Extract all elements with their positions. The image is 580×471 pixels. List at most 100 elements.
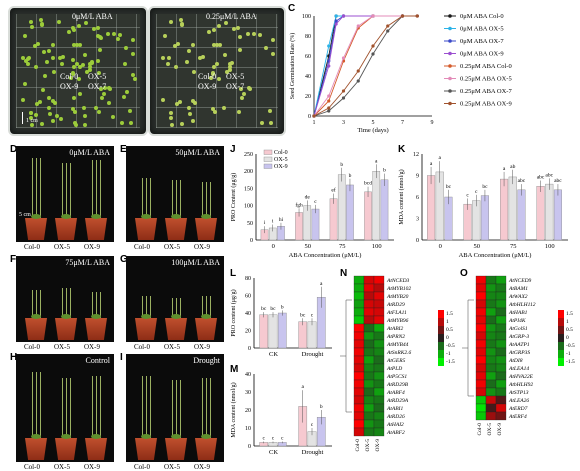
seedling xyxy=(106,31,111,36)
plant-rosette xyxy=(31,314,41,319)
significance-letter: bc xyxy=(482,184,488,190)
significance-letter: bc xyxy=(300,312,306,318)
seedling xyxy=(39,18,44,23)
seedling xyxy=(206,29,211,34)
seedling xyxy=(102,91,107,96)
plant-stem xyxy=(210,378,211,438)
heatmap-cell xyxy=(373,395,385,405)
data-point xyxy=(341,56,346,60)
photo-title: 75μM/L ABA xyxy=(65,258,110,267)
plant-rosette xyxy=(171,214,181,219)
bar xyxy=(380,179,389,241)
heatmap-row-label: AtHVA22E xyxy=(508,374,534,380)
y-tick-label: 12 xyxy=(413,152,419,158)
legend-tick-label: 0.5 xyxy=(446,327,453,333)
significance-letter: c xyxy=(466,192,469,198)
heatmap-cell xyxy=(485,291,497,301)
seedling xyxy=(173,43,178,48)
heatmap-cell xyxy=(353,347,365,357)
plant-pot xyxy=(55,438,77,460)
seedling xyxy=(229,60,234,65)
legend-marker xyxy=(448,89,452,93)
heatmap-cell xyxy=(373,291,385,301)
plant-stem xyxy=(70,378,71,438)
seedling xyxy=(96,110,101,115)
bar xyxy=(427,175,436,241)
x-tick-label: 50 xyxy=(474,243,481,250)
heatmap-cell xyxy=(485,331,497,341)
seedling xyxy=(132,76,137,81)
data-point xyxy=(327,64,331,68)
heatmap-cell xyxy=(495,307,507,317)
photo-title: Drought xyxy=(193,356,220,365)
heatmap-cell xyxy=(363,291,375,301)
heatmap-row-label: AtMYB102 xyxy=(386,286,411,292)
seedling xyxy=(179,18,184,23)
seedling xyxy=(125,89,130,94)
heatmap-row-label: AtPI4K xyxy=(508,317,526,324)
significance-letter: c xyxy=(311,312,314,318)
seedling xyxy=(177,99,182,104)
heatmap-cell xyxy=(475,331,487,341)
y-tick-label: 50 xyxy=(247,221,253,227)
x-tick-label: 0 xyxy=(272,243,275,250)
y-axis-label: PRO Content (μg/g) xyxy=(230,173,237,222)
seedling xyxy=(98,35,103,40)
seedling xyxy=(232,27,237,32)
heatmap-cell xyxy=(495,379,507,389)
plant-pot xyxy=(195,218,217,240)
y-tick-label: 0 xyxy=(248,346,251,352)
seedling xyxy=(179,21,184,26)
significance-letter: c xyxy=(281,436,284,442)
plant-stem xyxy=(206,182,207,218)
x-tick-label: CK xyxy=(269,351,278,358)
bar xyxy=(500,178,509,241)
significance-letter: abc xyxy=(518,178,526,184)
y-tick-label: 40 xyxy=(245,372,251,378)
petri-dish-plate-b xyxy=(148,6,286,136)
seedling xyxy=(251,32,256,37)
y-axis-label: MDA content (nmol/g) xyxy=(230,382,237,437)
heatmap-cell xyxy=(363,331,375,341)
legend-color-step xyxy=(558,342,564,350)
seedling xyxy=(111,114,116,119)
seedling xyxy=(46,49,51,54)
heatmap-cell xyxy=(485,315,497,325)
legend-color-step xyxy=(558,310,564,318)
seedling xyxy=(259,120,264,125)
x-tick-label: 7 xyxy=(401,120,404,126)
seedling xyxy=(111,32,116,37)
seedling xyxy=(192,100,197,105)
heatmap-cell xyxy=(363,315,375,325)
seedling xyxy=(51,56,56,61)
seedling xyxy=(208,76,213,81)
heatmap-row-label: AtSTP13 xyxy=(508,390,529,396)
y-tick-label: 100 xyxy=(302,14,311,20)
legend-entry: 0μM ABA OX-5 xyxy=(460,26,504,33)
seedling xyxy=(228,67,233,72)
seedling xyxy=(186,49,191,54)
y-tick-label: 3 xyxy=(416,217,419,223)
plant-photo-f: 75μM/L ABA xyxy=(16,256,114,342)
heatmap-cell xyxy=(495,411,507,421)
plate-b-genotype-ox9: OX-9 xyxy=(198,82,217,91)
legend-color-step xyxy=(558,334,564,342)
x-tick-label: 9 xyxy=(431,120,434,126)
legend-color-step xyxy=(438,318,444,326)
legend-tick-label: 1 xyxy=(446,319,449,325)
plant-pot xyxy=(85,438,107,460)
heatmap-cell xyxy=(373,323,385,333)
heatmap-row-label: AtABF4 xyxy=(386,389,405,396)
heatmap-column-label: Col-0 xyxy=(477,423,483,436)
bar xyxy=(346,184,354,241)
legend-swatch xyxy=(263,149,273,155)
plant-stem xyxy=(180,180,181,218)
photo-title: 100μM/L ABA xyxy=(171,258,220,267)
data-point xyxy=(312,114,316,118)
seedling xyxy=(47,96,51,101)
seedling xyxy=(76,77,81,82)
seedling xyxy=(117,33,122,38)
y-tick-label: 20 xyxy=(245,329,251,335)
significance-letter: abc xyxy=(537,175,545,181)
